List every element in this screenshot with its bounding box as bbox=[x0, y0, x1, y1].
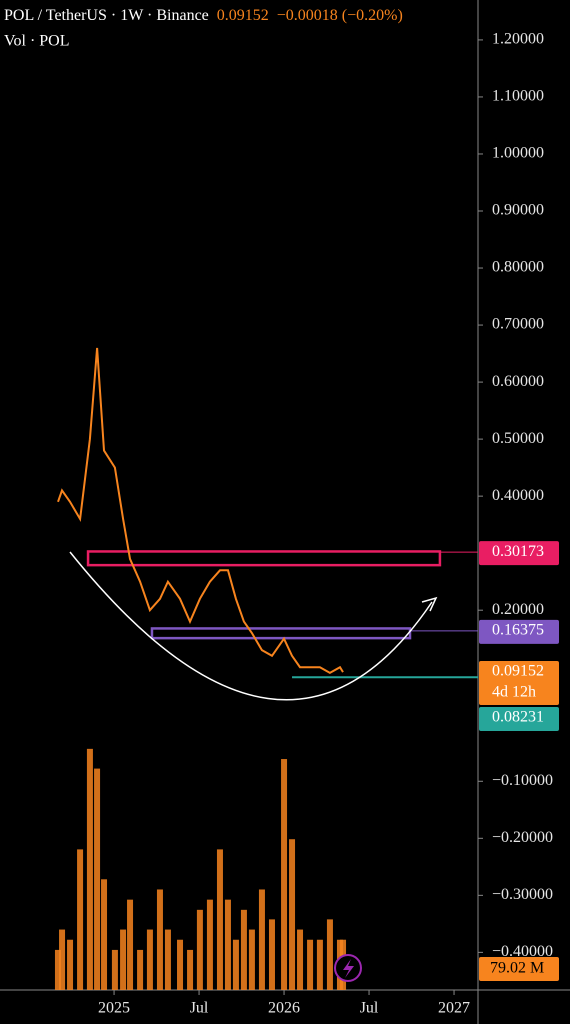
volume-bar bbox=[216, 849, 223, 990]
volume-bar bbox=[77, 849, 84, 990]
y-tick-label: 0.60000 bbox=[492, 373, 544, 390]
volume-bar bbox=[146, 929, 153, 990]
volume-bar bbox=[224, 899, 231, 990]
price-label: 0.30173 bbox=[492, 543, 544, 560]
y-tick-label: 0.70000 bbox=[492, 316, 544, 333]
volume-bar bbox=[177, 939, 184, 990]
volume-bar bbox=[281, 759, 288, 990]
price-label-box bbox=[479, 661, 559, 706]
price-label: 0.16375 bbox=[492, 622, 544, 639]
volume-bar bbox=[67, 939, 74, 990]
symbol-title: POL / TetherUS · 1W · Binance bbox=[4, 7, 209, 24]
volume-bar bbox=[248, 929, 255, 990]
volume-bar bbox=[206, 899, 213, 990]
price-label-box bbox=[479, 619, 559, 644]
x-tick-label: Jul bbox=[360, 1000, 379, 1017]
y-tick-label: −0.40000 bbox=[492, 943, 553, 960]
volume-bar bbox=[297, 929, 304, 990]
price-line bbox=[57, 347, 344, 675]
y-tick-label: 1.10000 bbox=[492, 88, 544, 105]
y-tick-label: 0.80000 bbox=[492, 259, 544, 276]
curve-arrowhead bbox=[421, 596, 438, 612]
zone-box bbox=[150, 627, 412, 640]
y-tick-label: 0.90000 bbox=[492, 202, 544, 219]
volume-bar bbox=[86, 748, 93, 990]
x-tick-label: 2026 bbox=[268, 1000, 300, 1017]
volume-bar bbox=[187, 949, 194, 990]
y-tick-label: −0.30000 bbox=[492, 886, 553, 903]
volume-label-box bbox=[479, 957, 559, 981]
volume-bar bbox=[120, 929, 127, 990]
volume-bar bbox=[268, 919, 275, 990]
volume-bar bbox=[156, 889, 163, 990]
volume-bar bbox=[307, 939, 314, 990]
volume-bar bbox=[94, 768, 101, 990]
header-change: −0.00018 (−0.20%) bbox=[277, 7, 403, 24]
y-tick-label: 1.00000 bbox=[492, 145, 544, 162]
volume-bar bbox=[137, 949, 144, 990]
alert-icon bbox=[343, 959, 354, 978]
cup-curve bbox=[69, 551, 433, 701]
volume-bar bbox=[101, 879, 108, 990]
volume-title: Vol · POL bbox=[4, 33, 70, 50]
volume-bar bbox=[289, 839, 296, 990]
volume-label: 79.02 M bbox=[490, 960, 544, 977]
y-tick-label: 0.50000 bbox=[492, 430, 544, 447]
volume-bar bbox=[59, 929, 66, 990]
volume-bar bbox=[326, 919, 333, 990]
header: POL / TetherUS · 1W · Binance 0.09152 −0.0… bbox=[4, 7, 403, 24]
y-tick-label: 1.20000 bbox=[492, 31, 544, 48]
volume-bar bbox=[196, 909, 203, 990]
header-price: 0.09152 bbox=[217, 7, 269, 24]
volume-bar bbox=[232, 939, 239, 990]
volume-bar bbox=[316, 939, 323, 990]
plot-area bbox=[54, 347, 478, 990]
x-tick-label: 2025 bbox=[98, 1000, 130, 1017]
zone-box bbox=[86, 550, 442, 567]
y-tick-label: 0.40000 bbox=[492, 487, 544, 504]
x-tick-label: Jul bbox=[190, 1000, 209, 1017]
volume-bar bbox=[111, 949, 118, 990]
x-tick-label: 2027 bbox=[438, 1000, 470, 1017]
volume-bar bbox=[240, 909, 247, 990]
price-label-box bbox=[479, 541, 559, 566]
y-tick-label: −0.20000 bbox=[492, 829, 553, 846]
volume-bar bbox=[258, 889, 265, 990]
price-label: 0.08231 bbox=[492, 709, 544, 726]
y-tick-label: −0.10000 bbox=[492, 772, 553, 789]
volume-bar bbox=[127, 899, 134, 990]
price-label: 0.09152 bbox=[492, 663, 544, 680]
volume-bar bbox=[54, 949, 61, 990]
y-tick-label: 0.20000 bbox=[492, 601, 544, 618]
volume-bar bbox=[164, 929, 171, 990]
price-label-box bbox=[479, 707, 559, 732]
countdown-label: 4d 12h bbox=[492, 684, 536, 701]
